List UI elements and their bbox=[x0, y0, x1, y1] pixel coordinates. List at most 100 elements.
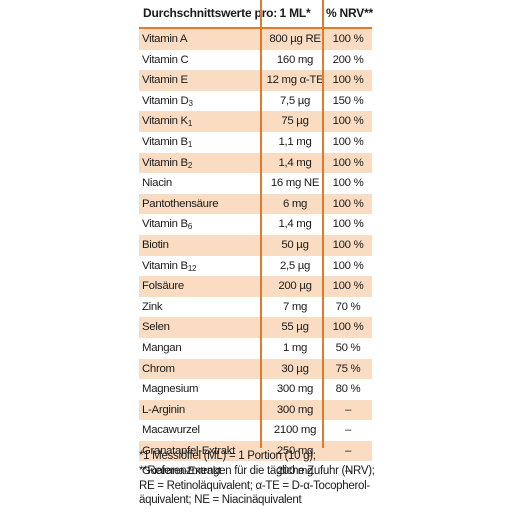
table-row: Pantothensäure 6 mg 100 % bbox=[139, 193, 372, 215]
nutrient-name: Biotin bbox=[142, 238, 169, 251]
nutrient-amount: 1,4 mg bbox=[278, 218, 312, 231]
nutrient-amount: 75 µg bbox=[281, 115, 309, 128]
nutrient-name: Vitamin A bbox=[142, 33, 188, 45]
nutrient-name: Niacin bbox=[142, 177, 172, 190]
nutrient-nrv: 100 % bbox=[332, 177, 364, 190]
nutrient-amount: 1,4 mg bbox=[278, 156, 312, 169]
column-divider bbox=[322, 0, 324, 448]
nutrient-name: L-Arginin bbox=[142, 403, 185, 416]
nutrient-amount: 200 mg bbox=[276, 465, 314, 478]
table-row: L-Arginin 300 mg – bbox=[139, 399, 372, 421]
nutrition-table: Durchschnittswerte pro: 1 ML* % NRV** Vi… bbox=[139, 0, 373, 482]
nutrient-nrv: 100 % bbox=[332, 74, 364, 87]
table-row: Mangan 1 mg 50 % bbox=[139, 338, 372, 359]
nutrient-amount: 160 mg bbox=[276, 53, 314, 66]
table-row: Macawurzel 2100 mg – bbox=[139, 420, 372, 441]
table-row: Chrom 30 µg 75 % bbox=[139, 358, 372, 380]
nutrient-amount: 300 mg bbox=[276, 403, 314, 416]
table-row: Vitamin A 800 µg RE 100 % bbox=[139, 29, 372, 50]
nutrient-amount: 6 mg bbox=[282, 197, 308, 210]
nutrient-nrv: 100 % bbox=[332, 259, 364, 272]
nutrient-amount: 2100 mg bbox=[273, 424, 317, 437]
nutrient-nrv: 100 % bbox=[332, 218, 364, 231]
table-row: Vitamin D3 7,5 µg 150 % bbox=[139, 91, 372, 112]
nutrient-name: Selen bbox=[142, 321, 170, 334]
header-amount: 1 ML* bbox=[279, 6, 311, 20]
nutrient-nrv: 75 % bbox=[335, 362, 361, 375]
footnote-line: **Referenzmengen für die tägliche Zufuhr… bbox=[139, 464, 375, 477]
nutrient-name: Vitamin B12 bbox=[142, 259, 197, 273]
nutrient-amount: 200 µg bbox=[278, 280, 312, 293]
nutrient-nrv: – bbox=[344, 403, 352, 416]
nutrient-nrv: 80 % bbox=[335, 383, 361, 396]
nutrient-amount: 12 mg α-TE bbox=[266, 74, 324, 87]
footnote-line: RE = Retinoläquivalent; α-TE = D-α-Tocop… bbox=[139, 479, 370, 492]
nutrient-nrv: 100 % bbox=[332, 321, 364, 334]
table-row: Vitamin E 12 mg α-TE 100 % bbox=[139, 70, 372, 91]
nutrient-name: Macawurzel bbox=[142, 424, 200, 437]
nutrient-name: Vitamin C bbox=[142, 53, 189, 66]
nutrient-name: Mangan bbox=[142, 341, 182, 354]
nutrient-nrv: 150 % bbox=[332, 94, 364, 107]
nutrient-nrv: – bbox=[344, 424, 352, 437]
nutrient-amount: 55 µg bbox=[281, 321, 309, 334]
table-row: Guarana-Extrakt 200 mg – bbox=[139, 461, 372, 482]
table-row: Vitamin B12 2,5 µg 100 % bbox=[139, 256, 372, 277]
footnotes: *1 Messlöffel (ML) = 1 Portion (10 g); *… bbox=[139, 449, 499, 508]
footnote-line: äquivalent; NE = Niacinäquivalent bbox=[139, 494, 302, 507]
nutrient-nrv: 100 % bbox=[332, 135, 364, 148]
nutrient-name: Magnesium bbox=[142, 383, 199, 396]
nutrient-name: Vitamin K1 bbox=[142, 115, 192, 129]
table-row: Magnesium 300 mg 80 % bbox=[139, 379, 372, 400]
nutrient-amount: 1,1 mg bbox=[278, 135, 312, 148]
nutrient-amount: 7 mg bbox=[282, 300, 308, 313]
nutrient-name: Chrom bbox=[142, 362, 175, 375]
nutrient-nrv: – bbox=[344, 444, 352, 457]
nutrient-nrv: – bbox=[344, 465, 352, 478]
nutrient-amount: 50 µg bbox=[281, 238, 309, 251]
column-divider bbox=[260, 0, 262, 448]
nutrient-nrv: 100 % bbox=[332, 115, 364, 128]
nutrient-name: Granatapfel-Extrakt bbox=[142, 444, 236, 457]
nutrient-amount: 800 µg RE bbox=[269, 33, 321, 45]
nutrient-name: Guarana-Extrakt bbox=[142, 465, 222, 478]
nutrient-name: Vitamin E bbox=[142, 74, 188, 87]
nutrient-amount: 300 mg bbox=[276, 383, 314, 396]
nutrient-nrv: 100 % bbox=[332, 197, 364, 210]
table-row: Niacin 16 mg NE 100 % bbox=[139, 173, 372, 194]
nutrient-name: Vitamin B1 bbox=[142, 135, 192, 149]
table-row: Biotin 50 µg 100 % bbox=[139, 234, 372, 256]
nutrient-nrv: 100 % bbox=[332, 238, 364, 251]
nutrient-name: Vitamin B2 bbox=[142, 156, 192, 170]
table-row: Vitamin B6 1,4 mg 100 % bbox=[139, 214, 372, 235]
header-nrv: % NRV** bbox=[325, 6, 374, 20]
table-header: Durchschnittswerte pro: 1 ML* % NRV** bbox=[139, 0, 373, 29]
table-row: Vitamin B2 1,4 mg 100 % bbox=[139, 152, 372, 174]
header-label: Durchschnittswerte pro: bbox=[143, 6, 278, 20]
nutrient-nrv: 100 % bbox=[332, 33, 364, 45]
nutrient-amount: 7,5 µg bbox=[279, 94, 311, 107]
nutrient-name: Vitamin B6 bbox=[142, 218, 192, 232]
nutrient-nrv: 100 % bbox=[332, 280, 364, 293]
table-row: Granatapfel-Extrakt 250 mg – bbox=[139, 440, 372, 462]
nutrient-amount: 16 mg NE bbox=[270, 177, 320, 190]
nutrient-name: Pantothensäure bbox=[142, 197, 219, 210]
nutrient-name: Vitamin D3 bbox=[142, 94, 193, 108]
nutrient-amount: 2,5 µg bbox=[279, 259, 311, 272]
nutrient-nrv: 50 % bbox=[335, 341, 361, 354]
nutrient-amount: 30 µg bbox=[281, 362, 309, 375]
table-row: Vitamin K1 75 µg 100 % bbox=[139, 111, 372, 132]
nutrient-amount: 1 mg bbox=[282, 341, 308, 354]
table-row: Folsäure 200 µg 100 % bbox=[139, 276, 372, 297]
table-row: Zink 7 mg 70 % bbox=[139, 297, 372, 318]
table-row: Vitamin C 160 mg 200 % bbox=[139, 50, 372, 71]
nutrient-amount: 250 mg bbox=[276, 444, 314, 457]
nutrient-nrv: 70 % bbox=[335, 300, 361, 313]
nutrient-nrv: 200 % bbox=[332, 53, 364, 66]
nutrient-name: Folsäure bbox=[142, 280, 184, 293]
table-row: Selen 55 µg 100 % bbox=[139, 317, 372, 338]
nutrient-name: Zink bbox=[142, 300, 163, 313]
table-body: Vitamin A 800 µg RE 100 % Vitamin C 160 mg 20… bbox=[139, 29, 372, 482]
table-row: Vitamin B1 1,1 mg 100 % bbox=[139, 132, 372, 153]
footnote-line: *1 Messlöffel (ML) = 1 Portion (10 g); bbox=[139, 450, 316, 462]
